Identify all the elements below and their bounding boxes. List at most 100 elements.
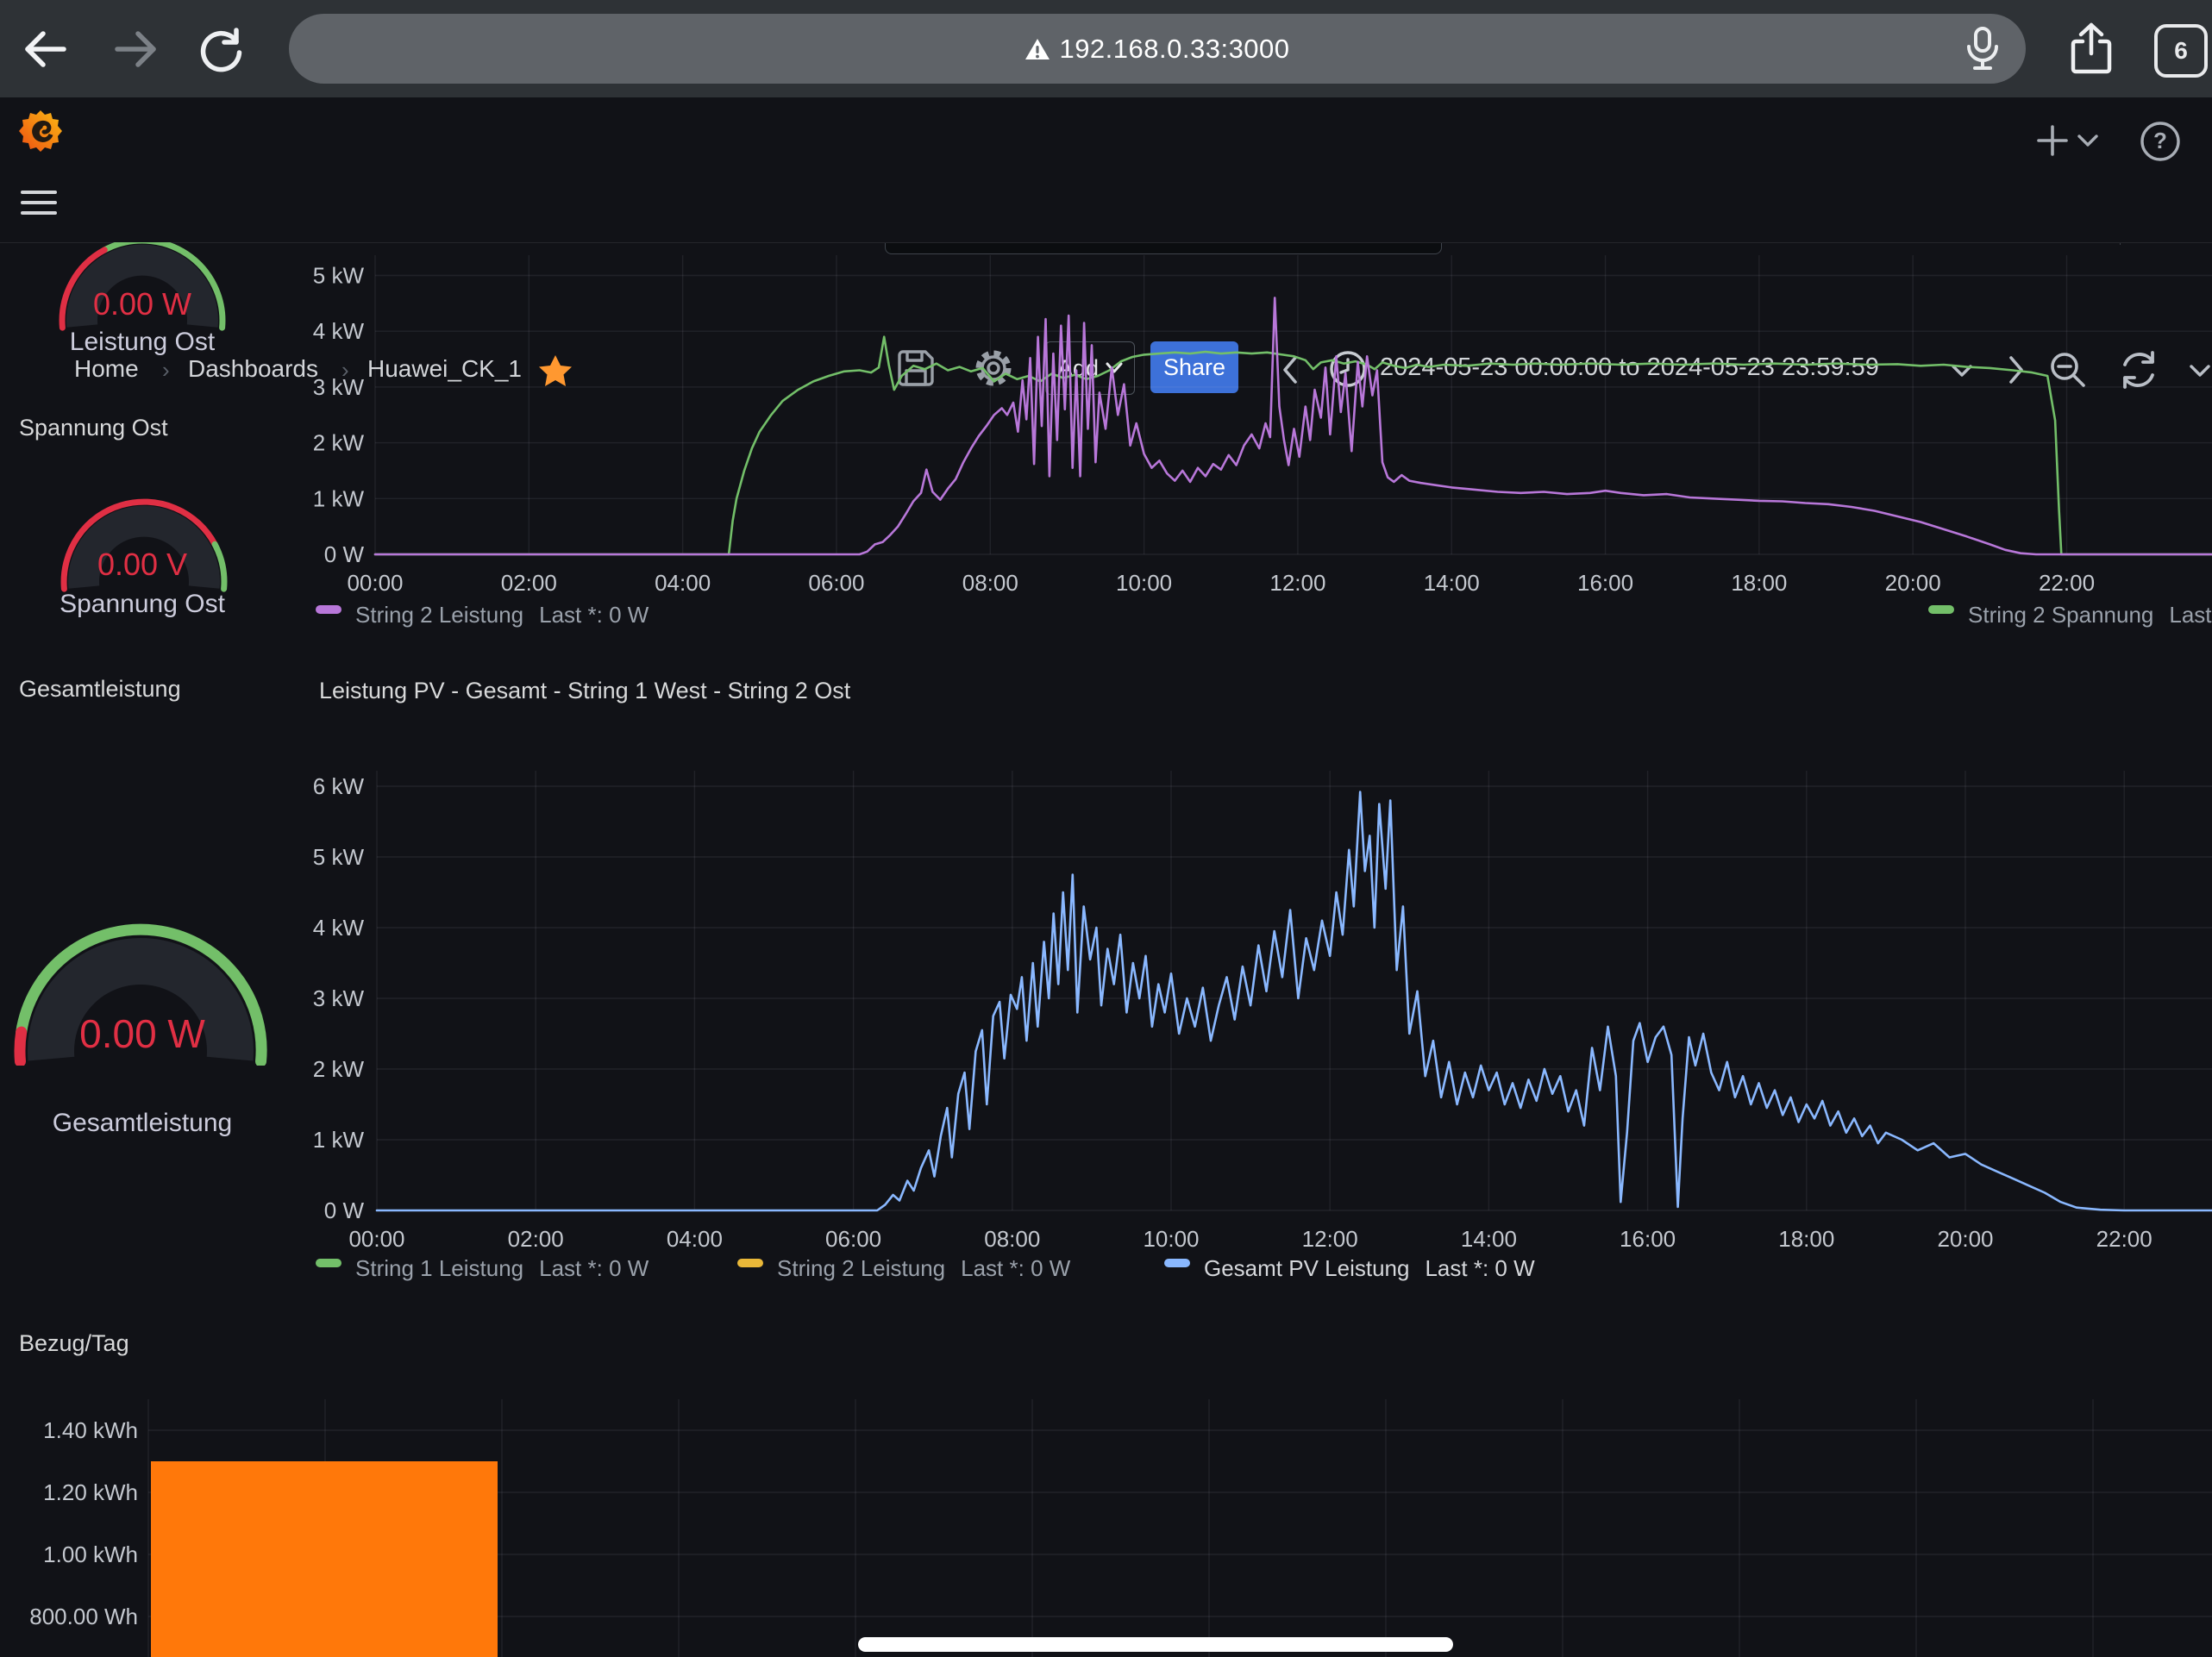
panel-title-bezug-tag[interactable]: Bezug/Tag <box>19 1330 129 1356</box>
legend-item-gesamt-pv-leistung[interactable]: Gesamt PV Leistung Last *: 0 W <box>1164 1255 1535 1281</box>
x-axis-tick-label: 04:00 <box>655 570 711 596</box>
gauge-gesamtleistung <box>14 923 267 1066</box>
x-axis-tick-label: 08:00 <box>984 1226 1040 1252</box>
breadcrumb-dashboards[interactable]: Dashboards <box>188 355 318 382</box>
series-string-2-spannung <box>373 335 2212 556</box>
bezug-tag-bar-chart[interactable]: 1.40 kWh 1.20 kWh 1.00 kWh 800.00 Wh <box>0 1358 2212 1657</box>
add-new-icon[interactable] <box>2028 116 2077 165</box>
browser-back-button[interactable] <box>16 19 76 79</box>
y-axis-tick-label: 1.40 kWh <box>43 1417 138 1443</box>
legend-item-string-2-leistung[interactable]: String 2 Leistung Last *: 0 W <box>316 602 649 628</box>
series-string-2-leistung <box>373 297 2212 556</box>
x-axis-tick-label: 18:00 <box>1731 570 1787 596</box>
legend-label: Gesamt PV Leistung Last *: 0 W <box>1204 1255 1535 1281</box>
url-bar[interactable]: 192.168.0.33:3000 <box>289 14 2026 84</box>
x-axis-tick-label: 12:00 <box>1302 1226 1358 1252</box>
bezug-tag-bar[interactable] <box>151 1461 498 1657</box>
gauge-threshold-arc <box>101 242 226 331</box>
x-axis-tick-label: 06:00 <box>825 1226 881 1252</box>
x-axis-tick-label: 20:00 <box>1937 1226 1993 1252</box>
refresh-interval-chevron-icon[interactable] <box>2185 360 2212 382</box>
string2-leistung-spannung-chart[interactable]: 00:00 02:00 04:00 06:00 08:00 10:00 12:00 14:00… <box>309 243 2212 631</box>
x-axis-tick-label: 10:00 <box>1116 570 1172 596</box>
y-axis-tick-label: 1 kW <box>313 485 365 511</box>
x-axis-tick-label: 18:00 <box>1778 1226 1834 1252</box>
panel-title-gesamtleistung[interactable]: Gesamtleistung <box>19 676 181 702</box>
leistung-pv-gesamt-chart[interactable]: 00:00 02:00 04:00 06:00 08:00 10:00 12:00 14:00… <box>309 714 2212 1304</box>
time-forward-chevron-icon[interactable] <box>2001 351 2032 389</box>
legend-label: String 2 Leistung Last *: 0 W <box>355 602 649 628</box>
x-axis-tick-label: 22:00 <box>2096 1226 2152 1252</box>
x-axis-tick-label: 00:00 <box>348 1226 404 1252</box>
not-secure-warning-icon <box>1025 37 1050 61</box>
breadcrumb-home[interactable]: Home <box>74 355 139 382</box>
y-axis-tick-label: 1.20 kWh <box>43 1479 138 1505</box>
breadcrumb-dashboard-name[interactable]: Huawei_CK_1 <box>367 355 522 382</box>
x-axis-tick-label: 10:00 <box>1143 1226 1199 1252</box>
x-axis-tick-label: 14:00 <box>1424 570 1480 596</box>
y-axis-tick-label: 2 kW <box>313 430 365 456</box>
svg-text:?: ? <box>2153 128 2167 153</box>
gauge-leistung-ost-label: Leistung Ost <box>69 328 216 356</box>
legend-color-dash <box>1928 605 1954 614</box>
y-axis-tick-label: 5 kW <box>313 844 365 870</box>
gauge-body-arc <box>66 244 218 328</box>
x-axis-tick-label: 16:00 <box>1620 1226 1676 1252</box>
legend-color-dash <box>1164 1259 1190 1267</box>
x-axis-tick-label: 08:00 <box>962 570 1018 596</box>
gauge-threshold-arc <box>59 247 108 331</box>
browser-reload-button[interactable] <box>191 19 252 79</box>
legend-color-dash <box>737 1259 763 1267</box>
refresh-icon[interactable] <box>2115 346 2163 394</box>
add-chevron-down-icon[interactable] <box>2073 128 2102 153</box>
y-axis-tick-label: 5 kW <box>313 263 365 289</box>
gauge-threshold-arc <box>60 498 218 592</box>
series-gesamt-pv-leistung <box>375 791 2212 1212</box>
save-dashboard-icon[interactable] <box>893 346 938 391</box>
legend-color-dash <box>316 605 342 614</box>
menu-hamburger-icon[interactable] <box>19 185 59 220</box>
share-button-label: Share <box>1162 353 1226 380</box>
grafana-logo-icon[interactable] <box>19 109 62 153</box>
y-axis-tick-label: 2 kW <box>313 1056 365 1082</box>
browser-forward-button[interactable] <box>105 19 166 79</box>
x-axis-tick-label: 12:00 <box>1269 570 1325 596</box>
legend-label: String 2 Leistung Last *: 0 W <box>777 1255 1071 1281</box>
microphone-icon[interactable] <box>1964 26 2002 72</box>
legend-item-string-2-spannung[interactable]: String 2 Spannung Last <box>1928 602 2212 628</box>
y-axis-tick-label: 0 W <box>324 1197 365 1223</box>
gauge-spannung-ost <box>60 498 228 592</box>
x-axis-tick-label: 00:00 <box>347 570 403 596</box>
gauge-threshold-arc <box>14 1026 28 1066</box>
time-range-chevron-down-icon[interactable] <box>1947 360 1977 382</box>
browser-tabs-button[interactable]: 6 <box>2154 24 2208 78</box>
x-axis-tick-label: 14:00 <box>1461 1226 1517 1252</box>
pv-chart-title[interactable]: Leistung PV - Gesamt - String 1 West - S… <box>319 678 851 703</box>
y-axis-tick-label: 6 kW <box>313 773 365 799</box>
browser-share-button[interactable] <box>2063 21 2120 78</box>
gauge-threshold-arc <box>211 541 228 592</box>
x-axis-tick-label: 20:00 <box>1885 570 1941 596</box>
gauge-body-arc <box>28 938 254 1061</box>
x-axis-tick-label: 22:00 <box>2039 570 2095 596</box>
y-axis-tick-label: 4 kW <box>313 915 365 941</box>
x-axis-tick-label: 02:00 <box>501 570 557 596</box>
legend-color-dash <box>316 1259 342 1267</box>
horizontal-scroll-indicator[interactable] <box>858 1637 1453 1652</box>
legend-item-string-1-leistung[interactable]: String 1 Leistung Last *: 0 W <box>316 1255 649 1281</box>
panel-title-spannung-ost[interactable]: Spannung Ost <box>19 415 168 441</box>
legend-item-string-2-leistung[interactable]: String 2 Leistung Last *: 0 W <box>737 1255 1071 1281</box>
browser-toolbar: 192.168.0.33:3000 6 <box>0 0 2212 97</box>
zoom-out-icon[interactable] <box>2046 347 2090 392</box>
time-back-chevron-icon[interactable] <box>1275 351 1306 389</box>
time-range-label[interactable]: 2024-05-23 00:00:00 to 2024-05-23 23:59:… <box>1380 353 1879 381</box>
help-icon[interactable]: ? <box>2137 118 2184 165</box>
breadcrumb-separator: › <box>162 357 170 383</box>
x-axis-tick-label: 16:00 <box>1577 570 1633 596</box>
y-axis-tick-label: 1 kW <box>313 1127 365 1153</box>
favorite-star-icon[interactable] <box>536 353 574 389</box>
legend-label: String 2 Spannung Last <box>1968 602 2212 628</box>
share-button[interactable]: Share <box>1150 341 1238 393</box>
y-axis-tick-label: 4 kW <box>313 318 365 344</box>
gauge-leistung-ost-value: 0.00 W <box>92 286 192 322</box>
